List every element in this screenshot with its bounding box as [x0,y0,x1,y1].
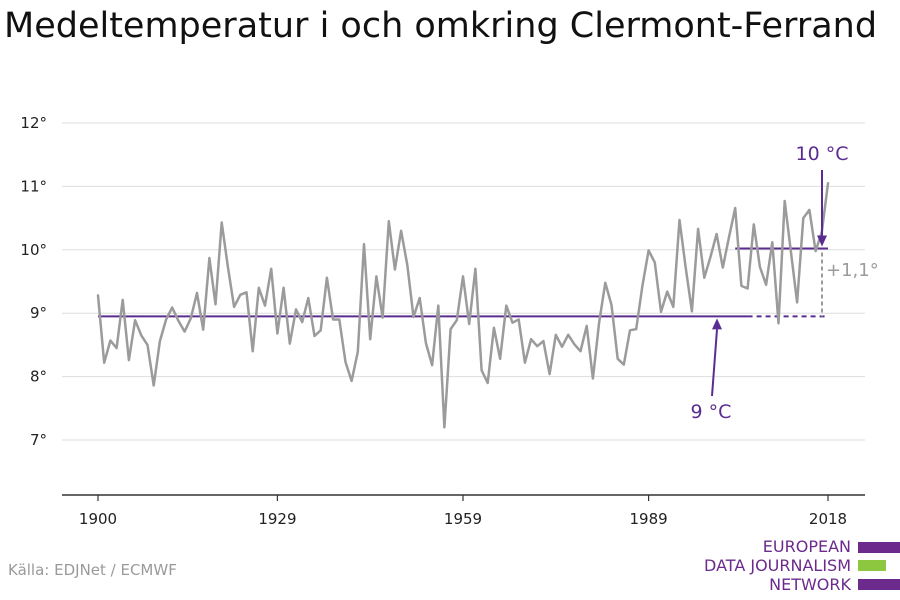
logo-bar-3 [858,579,900,590]
y-tick-label: 7° [30,431,47,449]
logo-bar-2 [858,560,886,571]
logo-bar-1 [858,542,900,553]
y-tick-label: 8° [30,368,47,386]
x-tick-label: 1989 [629,510,667,528]
temperature-line [96,181,830,429]
x-axis: 1900 1929 1959 1989 2018 [62,494,865,528]
logo-line-2: DATA JOURNALISM [704,556,851,575]
data-series [96,181,830,429]
x-tick-label: 1900 [79,510,117,528]
y-axis-ticks: 7° 8° 9° 10° 11° 12° [20,114,47,449]
label-10c: 10 °C [796,143,849,165]
logo-line-1: EUROPEAN [762,537,851,556]
difference-label: +1,1° [826,260,879,281]
label-9c: 9 °C [691,401,732,423]
y-tick-label: 12° [20,114,47,132]
arrowhead-10c [817,235,827,247]
x-tick-label: 1929 [258,510,296,528]
y-tick-label: 11° [20,177,47,195]
arrowhead-9c [712,318,722,330]
arrow-9c [711,329,718,397]
x-tick-label: 1959 [444,510,482,528]
edjnet-logo[interactable]: EUROPEAN DATA JOURNALISM NETWORK [700,536,900,600]
chart-title: Medeltemperatur i och omkring Clermont-F… [4,6,878,46]
x-tick-label: 2018 [809,510,847,528]
gridlines [62,122,865,441]
logo-line-3: NETWORK [769,575,851,594]
y-tick-label: 10° [20,241,47,259]
annotations: +1,1° 10 °C 9 °C [691,143,879,423]
source-note: Källa: EDJNet / ECMWF [8,561,177,579]
y-tick-label: 9° [30,304,47,322]
